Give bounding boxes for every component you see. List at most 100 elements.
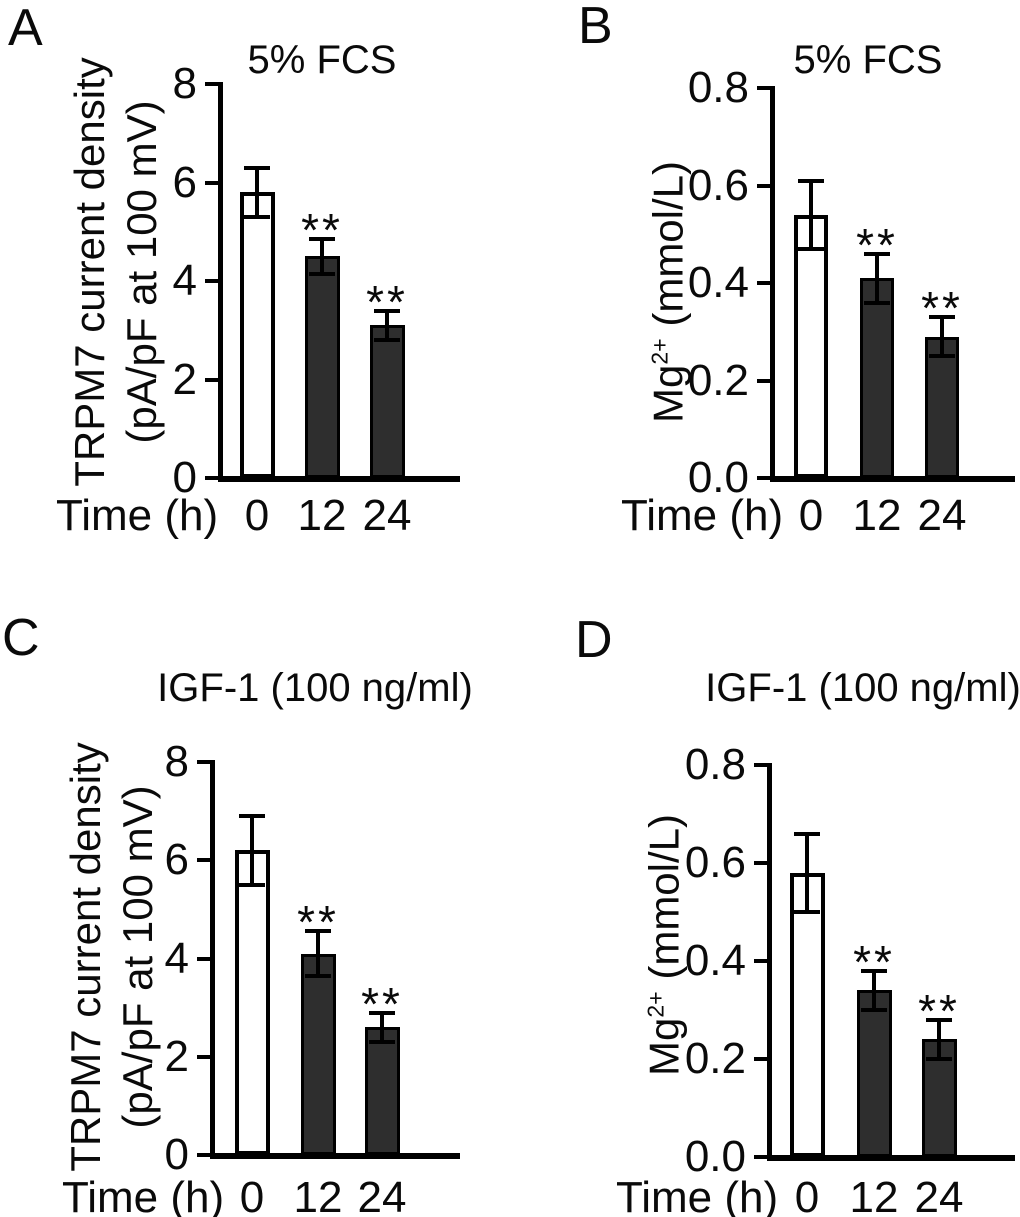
error-bar-cap-bottom bbox=[929, 354, 955, 359]
error-bar-cap-bottom bbox=[926, 1057, 952, 1061]
y-tick-label: 0.2 bbox=[687, 355, 749, 405]
significance-asterisks: ** bbox=[856, 218, 898, 271]
y-axis-line bbox=[767, 763, 772, 1159]
y-axis-tick bbox=[205, 180, 218, 185]
y-tick-label: 0.0 bbox=[687, 453, 749, 502]
y-axis-tick bbox=[754, 959, 767, 963]
error-bar-cap-top bbox=[369, 1010, 395, 1015]
y-tick-label: 0.4 bbox=[687, 258, 749, 307]
y-tick-label: 0.4 bbox=[684, 936, 746, 985]
y-axis-tick bbox=[205, 279, 218, 283]
bar bbox=[925, 336, 959, 478]
x-tick-label: 0 bbox=[239, 1173, 265, 1217]
chart-title: IGF-1 (100 ng/ml) bbox=[705, 666, 1020, 710]
y-axis-tick bbox=[757, 476, 770, 480]
x-tick-label: 24 bbox=[917, 491, 967, 540]
y-axis-line bbox=[218, 82, 223, 480]
y-axis-tick bbox=[757, 378, 770, 383]
y-tick-label: 6 bbox=[164, 835, 189, 885]
error-bar-line bbox=[380, 1012, 384, 1042]
y-axis-line bbox=[210, 760, 215, 1157]
panel-letter: C bbox=[2, 609, 40, 667]
x-axis-line bbox=[767, 1155, 1015, 1161]
x-axis-line bbox=[210, 1153, 460, 1159]
y-axis-tick bbox=[197, 760, 210, 764]
error-bar-line bbox=[875, 253, 879, 303]
x-tick-label: 12 bbox=[852, 491, 902, 540]
y-axis-tick bbox=[197, 956, 210, 961]
y-tick-label: 8 bbox=[164, 737, 189, 786]
chart-title: 5% FCS bbox=[793, 38, 943, 82]
x-axis-title: Time (h) bbox=[56, 491, 219, 540]
x-tick-label: 24 bbox=[362, 491, 412, 540]
x-tick-label: 0 bbox=[244, 491, 270, 540]
x-tick-label: 12 bbox=[293, 1173, 343, 1217]
y-tick-label: 0 bbox=[172, 453, 197, 502]
error-bar-line bbox=[385, 310, 389, 341]
error-bar-cap-top bbox=[374, 308, 400, 313]
error-bar-cap-bottom bbox=[861, 1008, 887, 1012]
significance-asterisks: ** bbox=[366, 275, 408, 328]
x-axis-line bbox=[770, 476, 1015, 482]
chart-title: 5% FCS bbox=[247, 38, 397, 82]
y-tick-label: 4 bbox=[164, 933, 189, 983]
significance-asterisks: ** bbox=[921, 282, 963, 335]
error-bar-cap-top bbox=[864, 251, 890, 256]
error-bar-line bbox=[809, 180, 813, 249]
error-bar-cap-top bbox=[929, 315, 955, 320]
error-bar-line bbox=[250, 816, 254, 885]
y-tick-label: 0.0 bbox=[684, 1132, 746, 1181]
error-bar-line bbox=[805, 833, 809, 912]
significance-asterisks: ** bbox=[301, 204, 343, 257]
bar bbox=[789, 872, 825, 1157]
x-axis-line bbox=[218, 476, 460, 482]
chart-title: IGF-1 (100 ng/ml) bbox=[157, 666, 473, 710]
error-bar-cap-top bbox=[239, 814, 265, 819]
y-tick-label: 0.2 bbox=[684, 1034, 746, 1083]
y-tick-label: 0.8 bbox=[687, 63, 749, 112]
error-bar-cap-bottom bbox=[239, 882, 265, 887]
error-bar-cap-bottom bbox=[309, 271, 335, 276]
y-axis-tick bbox=[197, 1153, 210, 1157]
y-tick-label: 2 bbox=[164, 1031, 189, 1081]
error-bar-line bbox=[320, 239, 324, 274]
x-axis-title: Time (h) bbox=[621, 491, 784, 540]
error-bar-cap-bottom bbox=[864, 300, 890, 305]
x-tick-label: 12 bbox=[849, 1173, 899, 1217]
significance-asterisks: ** bbox=[918, 984, 960, 1037]
panel-letter: D bbox=[575, 611, 613, 669]
y-axis-tick bbox=[754, 1155, 767, 1159]
y-axis-tick bbox=[757, 281, 770, 285]
error-bar-cap-top bbox=[798, 178, 824, 183]
y-tick-label: 4 bbox=[172, 256, 197, 305]
x-axis-title: Time (h) bbox=[62, 1173, 225, 1217]
error-bar-line bbox=[940, 317, 944, 357]
error-bar-cap-top bbox=[861, 968, 887, 973]
error-bar-cap-top bbox=[794, 831, 820, 836]
x-axis-title: Time (h) bbox=[616, 1173, 779, 1217]
error-bar-cap-bottom bbox=[794, 910, 820, 914]
x-tick-label: 24 bbox=[357, 1173, 407, 1217]
y-axis-tick bbox=[205, 377, 218, 382]
error-bar-cap-bottom bbox=[305, 973, 331, 978]
y-tick-label: 0.6 bbox=[687, 160, 749, 210]
error-bar-cap-top bbox=[926, 1017, 952, 1022]
y-tick-label: 0 bbox=[164, 1130, 189, 1179]
panel-letter: A bbox=[8, 0, 43, 57]
y-axis-tick bbox=[754, 1057, 767, 1061]
bar bbox=[300, 953, 336, 1155]
error-bar-cap-bottom bbox=[798, 246, 824, 251]
x-tick-label: 24 bbox=[914, 1173, 964, 1217]
error-bar-line bbox=[255, 167, 259, 217]
bar bbox=[304, 256, 340, 478]
y-axis-line bbox=[770, 86, 775, 480]
panel-letter: B bbox=[578, 0, 613, 55]
y-axis-tick bbox=[205, 82, 218, 86]
y-axis-tick bbox=[754, 763, 767, 767]
